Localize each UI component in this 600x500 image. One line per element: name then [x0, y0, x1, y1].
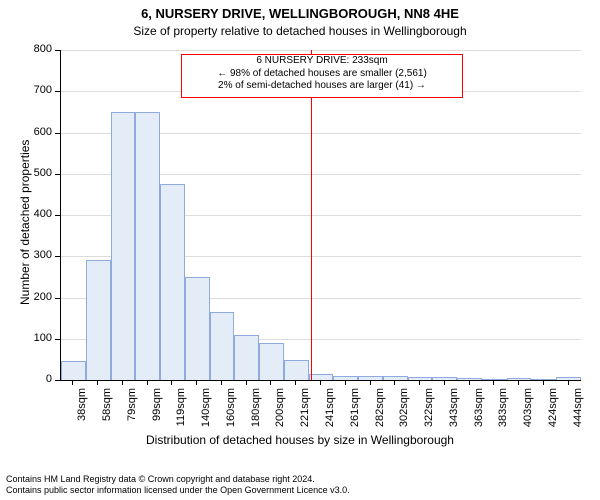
x-tick-label: 200sqm — [274, 388, 286, 438]
chart-subtitle: Size of property relative to detached ho… — [0, 24, 600, 38]
reference-line — [311, 50, 312, 380]
x-tick-mark — [394, 380, 395, 385]
footer-attribution: Contains HM Land Registry data © Crown c… — [6, 474, 350, 497]
x-tick-mark — [370, 380, 371, 385]
y-tick-label: 600 — [22, 126, 52, 138]
x-tick-mark — [419, 380, 420, 385]
histogram-bar — [432, 377, 457, 380]
x-tick-mark — [518, 380, 519, 385]
x-tick-label: 444sqm — [572, 388, 584, 438]
x-tick-mark — [320, 380, 321, 385]
y-tick-mark — [55, 133, 60, 134]
x-tick-mark — [270, 380, 271, 385]
footer-line-1: Contains HM Land Registry data © Crown c… — [6, 474, 350, 485]
x-tick-mark — [568, 380, 569, 385]
x-tick-mark — [493, 380, 494, 385]
y-tick-mark — [55, 174, 60, 175]
histogram-bar — [111, 112, 136, 380]
x-tick-mark — [122, 380, 123, 385]
x-tick-label: 58sqm — [101, 388, 113, 438]
chart-container: { "chart": { "type": "histogram", "title… — [0, 0, 600, 500]
y-tick-mark — [55, 91, 60, 92]
histogram-bar — [531, 379, 556, 380]
histogram-bar — [185, 277, 210, 380]
y-tick-label: 100 — [22, 332, 52, 344]
x-tick-mark — [295, 380, 296, 385]
x-tick-label: 140sqm — [200, 388, 212, 438]
y-tick-mark — [55, 50, 60, 51]
y-tick-mark — [55, 339, 60, 340]
x-tick-mark — [543, 380, 544, 385]
annotation-line-3: 2% of semi-detached houses are larger (4… — [182, 80, 462, 93]
y-tick-label: 500 — [22, 167, 52, 179]
histogram-bar — [259, 343, 284, 380]
y-tick-label: 200 — [22, 291, 52, 303]
y-tick-label: 700 — [22, 84, 52, 96]
x-tick-label: 383sqm — [497, 388, 509, 438]
y-tick-label: 400 — [22, 208, 52, 220]
histogram-bar — [61, 361, 86, 380]
x-tick-mark — [345, 380, 346, 385]
x-tick-label: 99sqm — [151, 388, 163, 438]
x-tick-label: 363sqm — [473, 388, 485, 438]
x-tick-label: 38sqm — [76, 388, 88, 438]
x-tick-mark — [246, 380, 247, 385]
y-tick-label: 0 — [22, 373, 52, 385]
x-tick-label: 119sqm — [175, 388, 187, 438]
histogram-bar — [358, 376, 383, 380]
x-tick-label: 221sqm — [299, 388, 311, 438]
y-tick-mark — [55, 380, 60, 381]
y-tick-mark — [55, 298, 60, 299]
x-tick-label: 180sqm — [250, 388, 262, 438]
plot-area: 6 NURSERY DRIVE: 233sqm ← 98% of detache… — [60, 50, 581, 381]
x-tick-mark — [72, 380, 73, 385]
histogram-bar — [234, 335, 259, 380]
histogram-bar — [457, 378, 482, 380]
grid-line — [61, 50, 581, 51]
x-tick-label: 424sqm — [547, 388, 559, 438]
chart-title: 6, NURSERY DRIVE, WELLINGBOROUGH, NN8 4H… — [0, 6, 600, 21]
y-tick-mark — [55, 256, 60, 257]
x-tick-label: 343sqm — [448, 388, 460, 438]
x-tick-mark — [97, 380, 98, 385]
histogram-bar — [333, 376, 358, 380]
y-tick-label: 300 — [22, 249, 52, 261]
x-tick-label: 160sqm — [225, 388, 237, 438]
footer-line-2: Contains public sector information licen… — [6, 485, 350, 496]
y-axis-label: Number of detached properties — [18, 140, 32, 305]
histogram-bar — [556, 377, 581, 380]
y-tick-mark — [55, 215, 60, 216]
histogram-bar — [86, 260, 111, 380]
x-tick-mark — [221, 380, 222, 385]
histogram-bar — [160, 184, 185, 380]
histogram-bar — [135, 112, 160, 380]
x-tick-label: 241sqm — [324, 388, 336, 438]
x-tick-label: 261sqm — [349, 388, 361, 438]
x-tick-label: 322sqm — [423, 388, 435, 438]
histogram-bar — [210, 312, 235, 380]
x-tick-mark — [147, 380, 148, 385]
x-tick-label: 403sqm — [522, 388, 534, 438]
x-tick-mark — [469, 380, 470, 385]
annotation-line-1: 6 NURSERY DRIVE: 233sqm — [182, 55, 462, 68]
x-tick-mark — [171, 380, 172, 385]
x-tick-label: 79sqm — [126, 388, 138, 438]
histogram-bar — [284, 360, 309, 380]
x-tick-label: 302sqm — [398, 388, 410, 438]
x-tick-label: 282sqm — [374, 388, 386, 438]
x-tick-mark — [444, 380, 445, 385]
annotation-line-2: ← 98% of detached houses are smaller (2,… — [182, 68, 462, 81]
y-tick-label: 800 — [22, 43, 52, 55]
annotation-box: 6 NURSERY DRIVE: 233sqm ← 98% of detache… — [181, 54, 463, 98]
x-tick-mark — [196, 380, 197, 385]
